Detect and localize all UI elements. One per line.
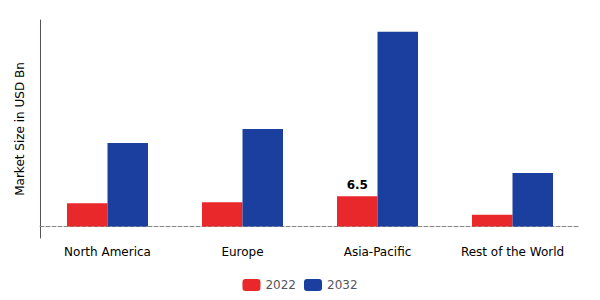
svg-text:2022: 2022 (265, 278, 296, 292)
svg-text:Europe: Europe (221, 245, 263, 259)
svg-text:2032: 2032 (327, 278, 358, 292)
svg-text:Market Size in USD Bn: Market Size in USD Bn (13, 62, 27, 196)
svg-text:Asia-Pacific: Asia-Pacific (344, 245, 412, 259)
svg-text:6.5: 6.5 (347, 178, 368, 192)
svg-text:Rest of the World: Rest of the World (461, 245, 564, 259)
svg-text:North America: North America (64, 245, 151, 259)
